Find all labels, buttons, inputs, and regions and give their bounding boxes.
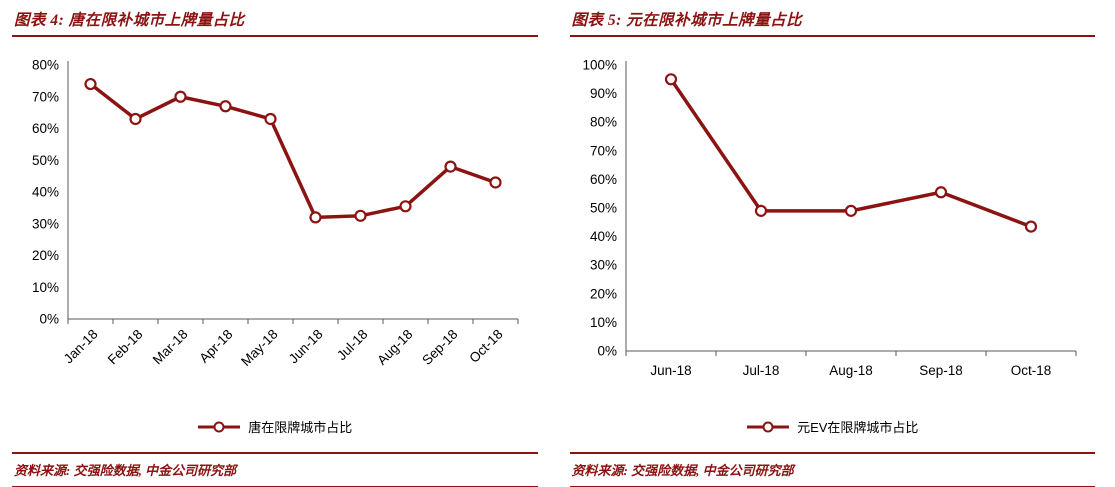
svg-text:70%: 70% — [589, 143, 616, 158]
svg-text:Sep-18: Sep-18 — [419, 327, 460, 368]
svg-text:Apr-18: Apr-18 — [196, 327, 235, 366]
svg-text:Jun-18: Jun-18 — [286, 327, 326, 367]
line-chart-yuan: 0% 10% 20% 30% 40% 50% 60% 70% 80% 90% 100% Jun-18 J… — [582, 58, 1076, 378]
svg-text:May-18: May-18 — [238, 327, 280, 369]
legend-label-tang: 唐在限牌城市占比 — [248, 420, 353, 435]
line-chart-tang: 0%10%20%30%40%50%60%70%80%Jan-18 Feb-18 Ma… — [32, 58, 519, 369]
svg-text:Oct-18: Oct-18 — [1010, 363, 1051, 378]
svg-text:20%: 20% — [589, 286, 616, 301]
legend-line-marker-icon — [747, 421, 790, 432]
chart-title-tang: 图表 4: 唐在限补城市上牌量占比 — [12, 6, 538, 37]
svg-text:Mar-18: Mar-18 — [150, 327, 191, 368]
svg-text:50%: 50% — [589, 201, 616, 216]
svg-text:100%: 100% — [582, 58, 617, 73]
svg-text:Aug-18: Aug-18 — [829, 363, 873, 378]
svg-text:Sep-18: Sep-18 — [919, 363, 963, 378]
svg-text:Jul-18: Jul-18 — [334, 327, 371, 364]
source-note-yuan: 资料来源: 交强险数据, 中金公司研究部 — [569, 452, 1095, 487]
svg-text:Feb-18: Feb-18 — [105, 327, 146, 368]
svg-text:Oct-18: Oct-18 — [466, 327, 505, 366]
legend-line-marker-icon — [198, 421, 241, 432]
svg-text:10%: 10% — [589, 315, 616, 330]
svg-text:60%: 60% — [589, 172, 616, 187]
legend-label-yuan: 元EV在限牌城市占比 — [797, 420, 919, 435]
svg-text:30%: 30% — [32, 216, 59, 231]
svg-text:Aug-18: Aug-18 — [374, 327, 415, 368]
svg-text:Jun-18: Jun-18 — [650, 363, 691, 378]
svg-text:10%: 10% — [32, 280, 59, 295]
svg-text:30%: 30% — [589, 258, 616, 273]
chart-title-yuan: 图表 5: 元在限补城市上牌量占比 — [569, 6, 1095, 37]
svg-text:0%: 0% — [597, 344, 617, 359]
legend-yuan: 元EV在限牌城市占比 — [570, 417, 1096, 436]
svg-text:80%: 80% — [32, 58, 59, 73]
svg-text:60%: 60% — [32, 121, 59, 136]
svg-text:80%: 80% — [589, 115, 616, 130]
svg-text:Jul-18: Jul-18 — [742, 363, 779, 378]
figure-panel-tang: 图表 4: 唐在限补城市上牌量占比 0% 10% 20% 30% 40% 50% 60% 70… — [12, 6, 538, 487]
svg-text:20%: 20% — [32, 248, 59, 263]
source-note-tang: 资料来源: 交强险数据, 中金公司研究部 — [12, 452, 538, 487]
svg-text:40%: 40% — [32, 185, 59, 200]
svg-text:90%: 90% — [589, 86, 616, 101]
svg-text:70%: 70% — [32, 89, 59, 104]
legend-tang: 唐在限牌城市占比 — [12, 417, 538, 436]
svg-text:40%: 40% — [589, 229, 616, 244]
svg-text:Jan-18: Jan-18 — [61, 327, 101, 367]
figure-panel-yuan: 图表 5: 元在限补城市上牌量占比 0% 10% 20% 30% 40% 50% 60% 70… — [558, 0, 1115, 487]
svg-text:0%: 0% — [39, 312, 59, 327]
svg-text:50%: 50% — [32, 153, 59, 168]
